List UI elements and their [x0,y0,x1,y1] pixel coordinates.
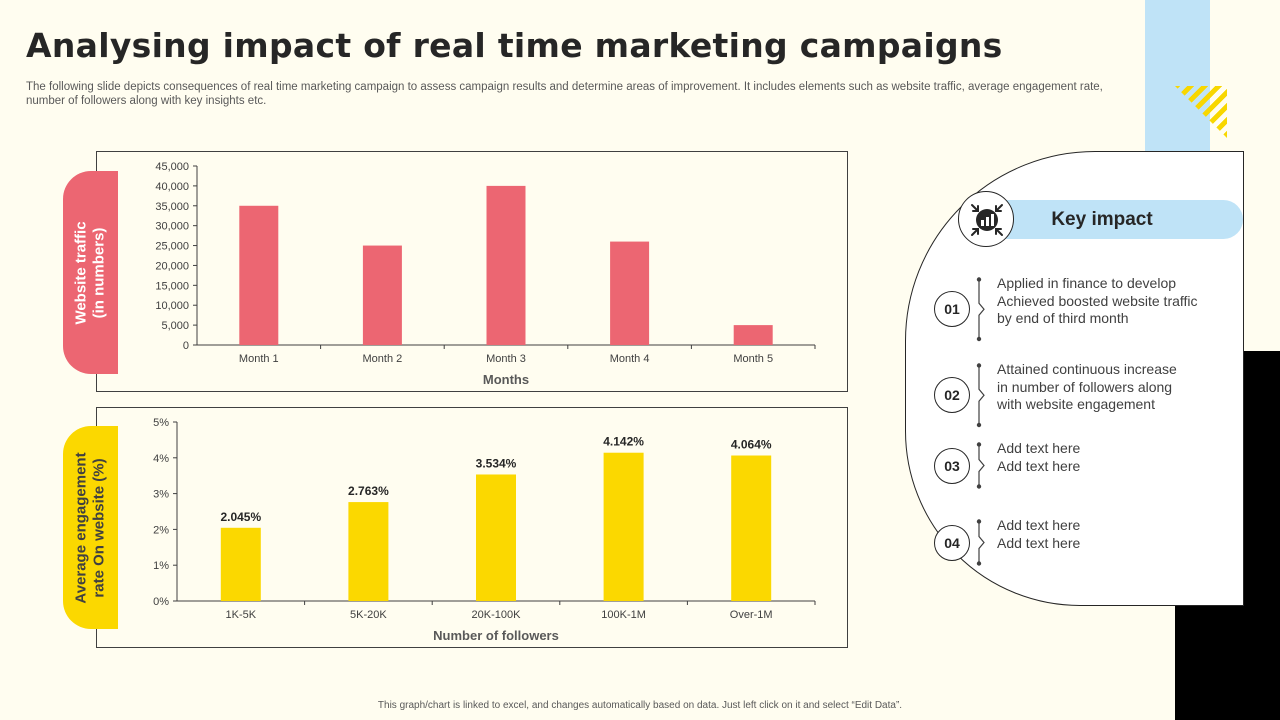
traffic-x-tick-label: Month 1 [239,353,279,365]
traffic-bar [362,245,402,345]
traffic-bar [733,325,773,345]
key-impact-number: 04 [934,524,970,561]
engagement-bar [476,474,516,601]
page-title: Analysing impact of real time marketing … [26,26,1003,65]
page-subtitle: The following slide depicts consequences… [26,81,1103,107]
key-impact-bracket [976,519,985,566]
engagement-rate-chart-svg: 0% 1% 2% 3% 4% 5% 2.045% 1K-5K 2.763% 5K-20K 3.534… [153,417,816,643]
traffic-axes: 0 5,000 10,000 15,000 20,000 25,000 30,000 35,0… [155,161,815,352]
key-impact-text: Add text here Add text here [997,517,1081,551]
traffic-y-tick-label: 45,000 [155,161,189,173]
engagement-y-tick-label: 5% [153,417,169,429]
target-arrows-icon [958,191,1014,247]
engagement-x-tick-label: 20K-100K [472,609,522,621]
traffic-y-tick-label: 30,000 [155,221,189,233]
engagement-rate-ylabel-pill: Average engagement rate On website (%) [63,426,118,629]
engagement-rate-chart: 0% 1% 2% 3% 4% 5% 2.045% 1K-5K 2.763% 5K-20K 3.534… [96,407,848,648]
engagement-x-tick-label: 5K-20K [350,609,387,621]
engagement-x-tick-label: Over-1M [730,609,773,621]
engagement-y-tick-label: 0% [153,596,169,608]
key-impact-text: Add text here Add text here [997,440,1081,474]
key-impact-title: Key impact [1051,209,1153,230]
key-impact-bracket [976,442,985,489]
engagement-bar [220,527,261,601]
traffic-y-tick-label: 10,000 [155,300,189,312]
website-traffic-ylabel-pill: Website traffic (in numbers) [63,171,118,374]
key-impact-bracket [976,363,985,428]
traffic-y-tick-label: 0 [183,340,189,352]
engagement-y-tick-label: 3% [153,489,169,501]
traffic-y-tick-label: 5,000 [161,320,189,332]
website-traffic-chart-svg: 0 5,000 10,000 15,000 20,000 25,000 30,000 35,0… [155,161,816,387]
engagement-y-tick-label: 4% [153,453,169,465]
traffic-x-axis-title: Months [483,372,529,387]
engagement-data-label: 2.763% [348,484,389,498]
engagement-y-tick-label: 2% [153,524,169,536]
engagement-y-tick-label: 1% [153,560,169,572]
key-impact-bracket [976,277,985,342]
traffic-bar [610,241,650,345]
engagement-data-label: 4.064% [731,438,772,452]
key-impact-text: Attained continuous increase in number of… [997,361,1177,412]
engagement-data-label: 3.534% [476,456,517,470]
traffic-y-tick-label: 35,000 [155,201,189,213]
traffic-y-tick-label: 25,000 [155,241,189,253]
traffic-y-tick-label: 40,000 [155,181,189,193]
traffic-y-tick-label: 20,000 [155,260,189,272]
engagement-bar [603,452,644,601]
engagement-data-label: 2.045% [220,510,261,524]
engagement-x-tick-label: 1K-5K [226,609,257,621]
key-impact-number: 02 [934,377,970,414]
website-traffic-chart: 0 5,000 10,000 15,000 20,000 25,000 30,000 35,0… [96,151,848,392]
key-impact-number: 01 [934,291,970,328]
website-traffic-ylabel: Website traffic (in numbers) [72,220,108,325]
key-impact-header [1000,200,1243,239]
traffic-y-tick-label: 15,000 [155,280,189,292]
traffic-x-tick-label: Month 2 [363,353,403,365]
footer-note: This graph/chart is linked to excel, and… [377,700,903,711]
key-impact-number: 03 [934,447,970,484]
engagement-bar [731,455,772,601]
traffic-x-tick-label: Month 5 [733,353,773,365]
engagement-rate-ylabel: Average engagement rate On website (%) [72,451,108,604]
engagement-x-tick-label: 100K-1M [601,609,646,621]
traffic-bar [486,185,526,345]
key-impact-text: Applied in finance to develop Achieved bo… [997,275,1198,326]
engagement-data-label: 4.142% [603,435,644,449]
engagement-bar [348,502,389,601]
engagement-x-axis-title: Number of followers [433,628,559,643]
traffic-x-tick-label: Month 3 [486,353,526,365]
traffic-bar [239,205,279,345]
traffic-x-tick-label: Month 4 [610,353,650,365]
